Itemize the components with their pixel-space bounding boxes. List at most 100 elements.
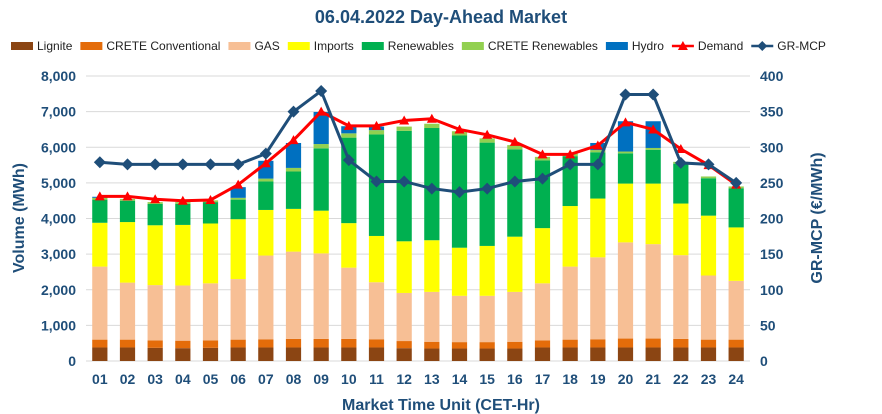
gr-mcp-point bbox=[481, 182, 494, 195]
bar-segment-lignite bbox=[728, 347, 744, 361]
bar-segment-crete-conventional bbox=[507, 341, 523, 349]
bar-segment-renewables bbox=[202, 202, 219, 224]
demand-point bbox=[592, 140, 603, 150]
x-tick-label: 15 bbox=[479, 371, 495, 387]
y2-tick-label: 400 bbox=[760, 68, 784, 84]
bar-segment-renewables bbox=[92, 199, 108, 223]
demand-point bbox=[371, 120, 382, 130]
bar-segment-crete-renewables bbox=[479, 138, 495, 143]
x-tick-label: 23 bbox=[701, 371, 717, 387]
bar-segment-lignite bbox=[534, 347, 551, 361]
bar-segment-crete-renewables bbox=[534, 156, 551, 161]
bar-segment-imports bbox=[562, 206, 578, 267]
demand-point bbox=[205, 194, 216, 204]
bar-segment-lignite bbox=[258, 347, 274, 361]
bar-segment-crete-conventional bbox=[258, 339, 274, 348]
bar-segment-gas bbox=[92, 266, 108, 340]
x-tick-label: 16 bbox=[507, 371, 523, 387]
bar-segment-crete-renewables bbox=[258, 178, 274, 182]
bar-segment-imports bbox=[424, 240, 440, 292]
gr-mcp-point bbox=[232, 158, 245, 171]
x-tick-label: 03 bbox=[147, 371, 163, 387]
gr-mcp-point bbox=[647, 88, 660, 101]
demand-point bbox=[233, 179, 244, 189]
demand-point bbox=[648, 124, 659, 134]
bar-segment-renewables bbox=[507, 149, 523, 237]
bar-segment-gas bbox=[175, 285, 191, 341]
bar-segment-imports bbox=[313, 210, 329, 254]
bar-segment-renewables bbox=[562, 156, 578, 207]
bar-segment-renewables bbox=[175, 203, 191, 225]
bar-segment-lignite bbox=[147, 347, 163, 361]
gr-mcp-point bbox=[702, 158, 715, 171]
gr-mcp-point bbox=[536, 172, 549, 185]
legend-label-lignite: Lignite bbox=[37, 39, 73, 53]
bar-segment-renewables bbox=[258, 181, 274, 210]
bar-segment-renewables bbox=[313, 148, 329, 211]
demand-point bbox=[675, 144, 686, 154]
bar-segment-crete-conventional bbox=[590, 339, 606, 348]
demand-point bbox=[288, 135, 299, 145]
gr-mcp-point bbox=[398, 175, 411, 188]
bar-segment-imports bbox=[728, 227, 744, 281]
x-axis-title: Market Time Unit (CET-Hr) bbox=[342, 397, 540, 414]
gr-mcp-point bbox=[564, 158, 577, 171]
legend-label-gr-mcp: GR-MCP bbox=[777, 39, 826, 53]
bar-segment-lignite bbox=[341, 347, 357, 361]
bar-segment-renewables bbox=[534, 160, 551, 229]
bar-segment-gas bbox=[258, 255, 274, 340]
gr-mcp-point bbox=[674, 156, 687, 169]
bar-segment-gas bbox=[479, 295, 495, 343]
demand-point bbox=[122, 191, 133, 201]
bar-segment-renewables bbox=[617, 153, 634, 184]
bar-segment-lignite bbox=[230, 347, 246, 361]
bar-segment-lignite bbox=[479, 348, 495, 361]
bar-segment-imports bbox=[673, 203, 689, 256]
bar-segment-lignite bbox=[285, 347, 302, 361]
bar-segment-lignite bbox=[175, 348, 191, 361]
legend: Lignite CRETE Conventional GAS Imports Renew… bbox=[11, 39, 826, 53]
legend-swatch-imports bbox=[287, 42, 310, 50]
y2-tick-label: 150 bbox=[760, 246, 784, 262]
y-tick-label: 4,000 bbox=[41, 211, 76, 227]
bar-segment-crete-conventional bbox=[368, 339, 385, 348]
x-tick-label: 14 bbox=[452, 371, 468, 387]
bar-segment-lignite bbox=[645, 347, 661, 361]
bar-segment-lignite bbox=[92, 347, 108, 361]
bar-segment-renewables bbox=[285, 171, 302, 209]
bar-segment-crete-conventional bbox=[230, 339, 246, 348]
bar-segment-gas bbox=[230, 279, 246, 340]
bar-segment-crete-conventional bbox=[479, 342, 495, 349]
legend-label-renewables: Renewables bbox=[388, 39, 454, 53]
x-tick-label: 12 bbox=[396, 371, 412, 387]
bar-segment-renewables bbox=[230, 199, 246, 220]
legend-swatch-lignite bbox=[11, 42, 33, 50]
bar-segment-gas bbox=[396, 292, 412, 342]
demand-point bbox=[316, 106, 327, 116]
bar-segment-lignite bbox=[424, 348, 440, 361]
y-tick-label: 0 bbox=[68, 353, 76, 369]
x-tick-label: 22 bbox=[673, 371, 689, 387]
bar-segment-crete-renewables bbox=[700, 176, 717, 179]
bar-segment-crete-renewables bbox=[230, 197, 246, 200]
gr-mcp-point bbox=[508, 175, 521, 188]
legend-label-hydro: Hydro bbox=[632, 39, 664, 53]
bar-segment-crete-renewables bbox=[313, 144, 329, 149]
legend-label-demand: Demand bbox=[698, 39, 743, 53]
demand-point bbox=[454, 124, 465, 134]
legend-marker-demand bbox=[677, 41, 688, 50]
y-tick-label: 5,000 bbox=[41, 175, 76, 191]
y-tick-label: 1,000 bbox=[41, 317, 76, 333]
bar-segment-crete-conventional bbox=[92, 339, 108, 348]
bar-segment-gas bbox=[424, 291, 440, 342]
bar-segment-renewables bbox=[700, 178, 717, 216]
x-tick-label: 19 bbox=[590, 371, 606, 387]
bar-segment-imports bbox=[341, 223, 357, 268]
legend-swatch-gas bbox=[228, 42, 251, 50]
y2-tick-label: 0 bbox=[760, 353, 768, 369]
x-tick-label: 08 bbox=[286, 371, 302, 387]
bar-segment-gas bbox=[313, 253, 329, 339]
demand-point bbox=[94, 191, 105, 201]
bar-segment-hydro bbox=[617, 121, 634, 152]
bar-segment-crete-conventional bbox=[728, 339, 744, 348]
